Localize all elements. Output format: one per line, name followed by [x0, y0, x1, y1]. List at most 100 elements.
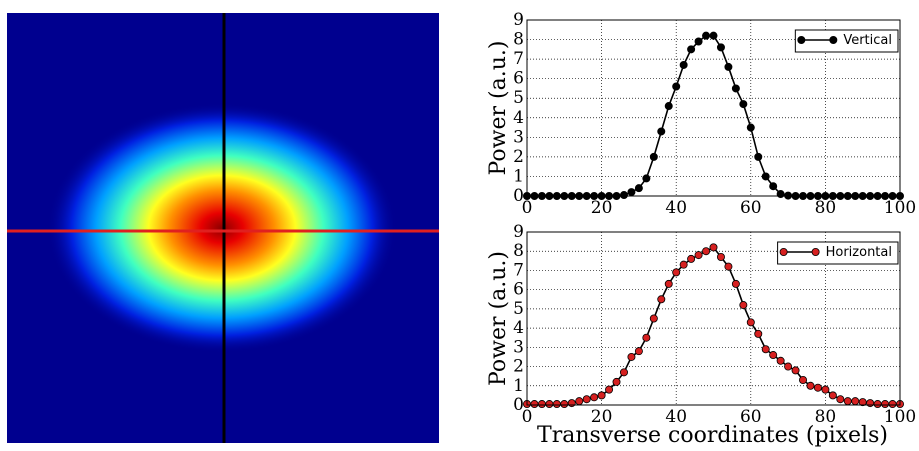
data-point [664, 102, 673, 111]
series-line [527, 246, 900, 405]
data-point [582, 395, 591, 404]
data-point [687, 45, 696, 54]
y-tick-label: 1 [513, 166, 524, 186]
data-point [813, 383, 822, 392]
data-point [619, 191, 628, 200]
data-point [888, 400, 897, 409]
legend: Horizontal [777, 241, 899, 265]
data-point [746, 318, 755, 327]
y-axis-label: Power (a.u.) [486, 251, 511, 386]
data-point [679, 260, 688, 269]
data-point [761, 172, 770, 181]
series-line [527, 34, 900, 197]
y-tick-label: 8 [513, 241, 524, 261]
data-point [769, 182, 778, 191]
y-tick-label: 2 [513, 147, 524, 167]
data-point [642, 333, 651, 342]
y-tick-label: 6 [513, 280, 524, 300]
data-point [716, 252, 725, 261]
data-point [709, 243, 718, 252]
data-point [664, 279, 673, 288]
y-tick-label: 0 [513, 395, 524, 415]
data-point [724, 62, 733, 71]
data-point [761, 345, 770, 354]
x-tick-label: 80 [815, 407, 837, 427]
beam-image [7, 13, 439, 443]
data-point [739, 100, 748, 109]
y-tick-label: 9 [513, 10, 524, 30]
data-point [776, 190, 785, 199]
legend-label: Horizontal [826, 245, 892, 260]
data-point [799, 376, 808, 385]
x-tick-label: 60 [740, 198, 762, 218]
data-point [545, 400, 554, 409]
data-point [672, 82, 681, 91]
data-point [537, 400, 546, 409]
data-point [590, 393, 599, 402]
data-point [552, 400, 561, 409]
x-tick-label: 100 [884, 198, 916, 218]
x-tick-label: 0 [522, 407, 533, 427]
x-tick-label: 100 [884, 407, 916, 427]
legend-marker [797, 36, 806, 45]
data-point [873, 400, 882, 409]
data-point [627, 188, 636, 197]
data-point [560, 400, 569, 409]
data-point [731, 279, 740, 288]
data-point [769, 351, 778, 360]
data-point [619, 368, 628, 377]
legend-marker [811, 247, 820, 256]
y-tick-label: 7 [513, 49, 524, 69]
y-tick-label: 8 [513, 30, 524, 50]
data-point [679, 60, 688, 69]
data-point [821, 385, 830, 394]
data-point [694, 251, 703, 260]
data-point [567, 399, 576, 408]
data-point [575, 397, 584, 406]
x-tick-label: 40 [665, 407, 687, 427]
data-point [709, 31, 718, 40]
data-point [642, 174, 651, 183]
data-point [754, 329, 763, 338]
data-point [784, 362, 793, 371]
data-point [657, 127, 666, 136]
data-point [597, 391, 606, 400]
data-point [828, 391, 837, 400]
data-point [851, 397, 860, 406]
data-point [791, 366, 800, 375]
data-point [634, 347, 643, 356]
y-tick-label: 1 [513, 376, 524, 396]
data-point [731, 84, 740, 93]
legend-box [777, 241, 899, 265]
data-point [776, 356, 785, 365]
data-point [866, 399, 875, 408]
data-point [627, 352, 636, 361]
y-tick-label: 2 [513, 357, 524, 377]
x-tick-label: 20 [591, 198, 613, 218]
y-tick-label: 7 [513, 260, 524, 280]
beam-spot [47, 103, 397, 353]
y-tick-label: 5 [513, 299, 524, 319]
data-point [694, 37, 703, 46]
data-point [843, 397, 852, 406]
legend-label: Vertical [843, 33, 892, 48]
legend-marker [779, 247, 788, 256]
y-tick-label: 4 [513, 108, 524, 128]
y-tick-label: 3 [513, 337, 524, 357]
data-point [724, 262, 733, 271]
data-point [530, 400, 539, 409]
data-point [672, 268, 681, 277]
data-point [716, 43, 725, 52]
data-point [649, 152, 658, 161]
legend-marker [829, 36, 838, 45]
y-tick-label: 6 [513, 69, 524, 89]
y-axis-label: Power (a.u.) [486, 41, 511, 176]
data-point [836, 395, 845, 404]
data-point [634, 184, 643, 193]
x-tick-label: 40 [665, 198, 687, 218]
data-point [649, 314, 658, 323]
data-point [702, 31, 711, 40]
data-point [881, 400, 890, 409]
